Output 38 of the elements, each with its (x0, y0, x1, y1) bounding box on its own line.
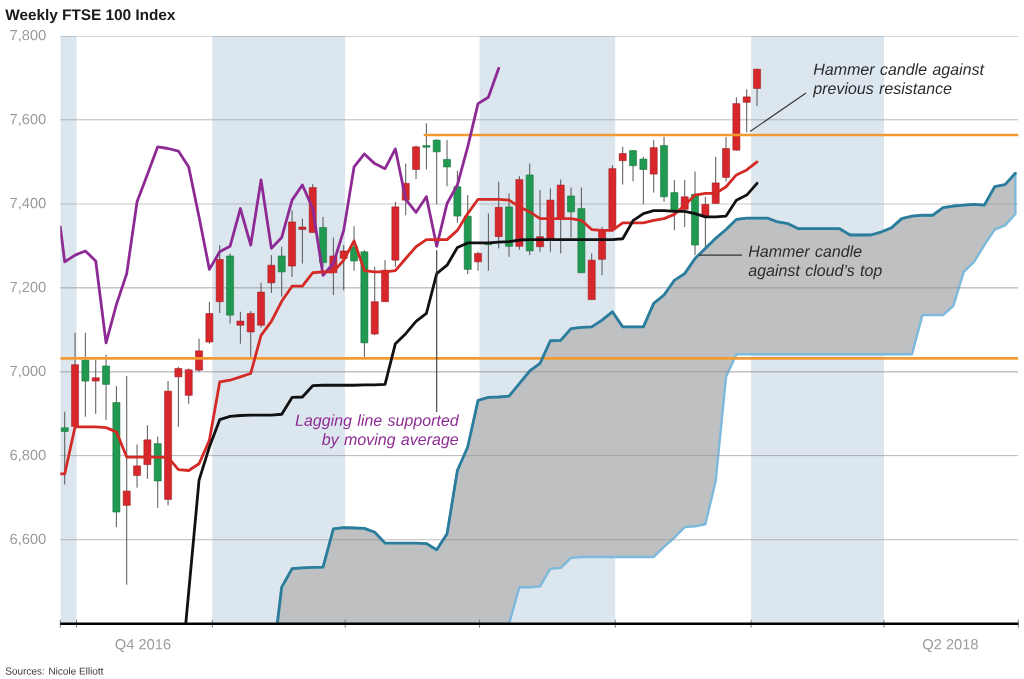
annotation: Hammer candle against previous resistance (812, 63, 985, 98)
y-tick-label: 7,200 (10, 281, 46, 294)
candlestick (102, 354, 110, 421)
candlestick (670, 179, 679, 231)
y-tick-label: 7,600 (10, 113, 46, 127)
candlestick (618, 146, 627, 186)
candlestick (298, 218, 307, 264)
candlestick (567, 187, 575, 238)
y-tick-label: 7,400 (10, 197, 46, 210)
candlestick (422, 122, 431, 170)
annotation: Lagging line supported by moving average (295, 414, 460, 449)
x-tick-label: Q4 2016 (115, 639, 171, 653)
candlestick (91, 359, 100, 415)
candlestick (236, 311, 245, 345)
candlestick (267, 254, 276, 294)
annotation: Hammer candle against cloud’s top (748, 245, 882, 280)
y-tick-label: 6,600 (10, 533, 46, 546)
line-series (60, 66, 501, 345)
candlestick (639, 156, 648, 205)
candlestick (174, 366, 183, 428)
candlestick (629, 149, 637, 182)
candlestick (474, 251, 482, 272)
candlestick (432, 138, 441, 205)
y-tick-label: 7,000 (10, 365, 46, 378)
candlestick (246, 310, 255, 358)
candlestick (81, 332, 90, 418)
candlestick (60, 411, 69, 485)
source-note: Sources: Nicole Elliott (5, 667, 104, 675)
candlestick (701, 196, 710, 249)
candlestick (443, 139, 451, 187)
candlestick (412, 145, 420, 180)
candlestick (277, 246, 286, 298)
candlestick (742, 88, 751, 133)
y-tick-label: 6,800 (10, 449, 46, 462)
x-tick-label: Q2 2018 (922, 639, 978, 653)
chart-title: Weekly FTSE 100 Index (5, 8, 176, 24)
y-tick-label: 7,800 (10, 29, 46, 43)
candlestick (753, 68, 761, 107)
